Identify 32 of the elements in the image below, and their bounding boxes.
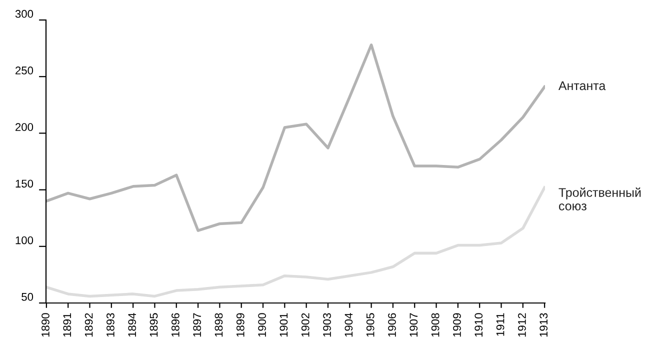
x-tick-label: 1910 [474, 313, 483, 337]
x-tick-label: 1896 [171, 313, 180, 337]
y-tick-label: 200 [16, 123, 34, 132]
series-label: Тройственный союз [558, 188, 641, 210]
x-tick-label: 1899 [236, 313, 244, 337]
y-tick-label: 250 [16, 66, 34, 74]
x-tick-label: 1897 [193, 313, 202, 337]
x-tick-label: 1900 [258, 313, 266, 337]
x-tick-label: 1906 [388, 313, 396, 337]
x-tick-label: 1901 [280, 313, 288, 337]
series-label: Антанта [558, 81, 606, 90]
y-tick-label: 100 [16, 236, 34, 244]
x-tick-label: 1909 [453, 313, 461, 337]
x-tick-label: 1898 [214, 313, 223, 337]
x-tick-label: 1908 [431, 313, 440, 337]
y-tick-label: 50 [22, 292, 34, 301]
x-tick-label: 1905 [366, 313, 374, 337]
y-tick-label: 300 [15, 10, 34, 18]
y-tick-label: 150 [16, 180, 34, 188]
x-tick-label: 1913 [540, 313, 548, 337]
x-tick-label: 1907 [410, 313, 418, 337]
x-tick-label: 1895 [150, 313, 158, 337]
x-tick-label: 1902 [301, 313, 310, 337]
x-tick-label: 1894 [128, 313, 136, 337]
x-tick-label: 1912 [518, 313, 526, 337]
x-tick-label: 1893 [106, 313, 114, 337]
x-tick-label: 1911 [496, 313, 504, 336]
x-tick-label: 1892 [84, 313, 93, 337]
x-tick-label: 1891 [63, 313, 72, 337]
x-tick-label: 1890 [42, 313, 50, 337]
x-tick-label: 1904 [344, 313, 353, 337]
x-tick-label: 1903 [323, 313, 331, 337]
